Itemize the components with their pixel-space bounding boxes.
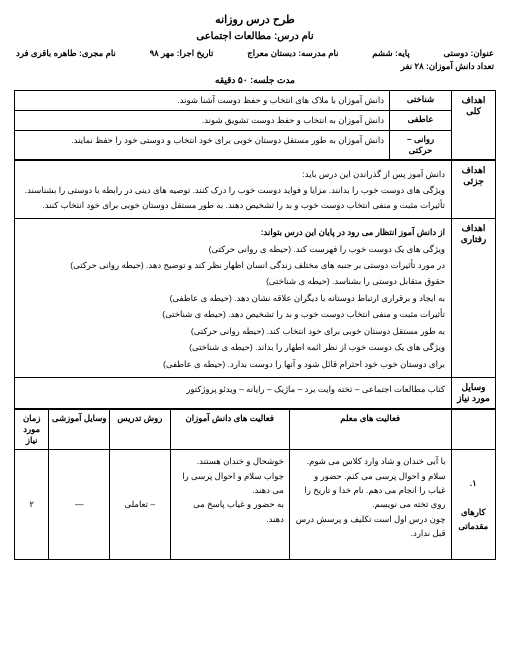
act-student-cell: خوشحال و خندان هستند. جواب سلام و احوال … [170,450,289,560]
act-student-0: خوشحال و خندان هستند. [176,454,284,468]
act-h-materials: وسایل آموزشی [49,410,110,450]
behavioral-label: اهداف رفتاری [452,219,496,378]
hdr-date: تاریخ اجرا: مهر ۹۸ [150,48,214,59]
act-row-num: ۱. [455,476,492,490]
behavioral-content: از دانش آموز انتظار می رود در پایان این … [15,219,452,378]
act-h-time: زمان مورد نیاز [15,410,49,450]
act-student-2: به حضور و غیاب پاسخ می دهند. [176,497,284,526]
goal-text-2: دانش آموزان به طور مستقل دوستان خوبی برا… [15,130,390,159]
hdr-teacher: نام مجری: طاهره باقری فرد [16,48,116,59]
hdr-topic: عنوان: دوستی [444,48,495,59]
behavioral-item-4: تأثیرات مثبت و منفی انتخاب دوست خوب و بد… [21,307,445,321]
header-row-1: عنوان: دوستی پایه: ششم نام مدرسه: دبستان… [14,48,496,59]
hdr-students: تعداد دانش آموزان: ۲۸ نفر [401,61,494,72]
goal-text-0: دانش آموزان با ملاک های انتخاب و حفظ دوس… [15,90,390,110]
behavioral-item-3: به ایجاد و برقراری ارتباط دوستانه با دیگ… [21,291,445,305]
act-student-1: جواب سلام و احوال پرسی را می دهند. [176,469,284,498]
act-row-txt: کارهای مقدماتی [455,505,492,534]
hdr-school: نام مدرسه: دبستان معراج [247,48,338,59]
act-h-teacher: فعالیت های معلم [289,410,451,450]
act-h-method: روش تدریس [110,410,171,450]
act-row-label: ۱. کارهای مقدماتی [451,450,495,560]
goal-cat-1: عاطفی [390,110,452,130]
goal-text-1: دانش آموزان به انتخاب و حفظ دوست تشویق ش… [15,110,390,130]
behavioral-item-6: ویژگی های یک دوست خوب از نظر ائمه اطهار … [21,340,445,354]
act-teacher-1: سلام و احوال پرسی می کنم. حضور و غیاب را… [295,469,446,512]
behavioral-item-2: حقوق متقابل دوستی را بشناسد. (حیطه ی شنا… [21,274,445,288]
tools-text: کتاب مطالعات اجتماعی – تخته وایت برد – م… [15,378,452,409]
behavioral-item-1: در مورد تأثیرات دوستی بر جنبه های مختلف … [21,258,445,272]
goal-cat-2: روانی – حرکتی [390,130,452,159]
behavioral-item-7: برای دوستان خوب خود احترام قائل شود و آن… [21,357,445,371]
doc-title-2: نام درس: مطالعات اجتماعی [14,29,496,44]
act-teacher-0: با آبی خندان و شاد وارد کلاس می شوم. [295,454,446,468]
goals-table: اهداف کلی شناختی دانش آموزان با ملاک های… [14,90,496,160]
goal-cat-0: شناختی [390,90,452,110]
behavioral-item-5: به طور مستقل دوستان خوبی برای خود انتخاب… [21,324,445,338]
hdr-grade: پایه: ششم [372,48,409,59]
header-row-2: تعداد دانش آموزان: ۲۸ نفر [14,61,496,72]
act-blank-header [451,410,495,450]
details-table: اهداف جزئی دانش آموز پس از گذراندن این د… [14,160,496,409]
activities-table: فعالیت های معلم فعالیت های دانش آموزان ر… [14,409,496,560]
act-h-student: فعالیت های دانش آموزان [170,410,289,450]
act-method: – تعاملی [110,450,171,560]
act-teacher-2: چون درس اول است تکلیف و پرسش درس قبل ندا… [295,512,446,541]
act-teacher-cell: با آبی خندان و شاد وارد کلاس می شوم. سلا… [289,450,451,560]
tools-label: وسایل مورد نیاز [452,378,496,409]
behavioral-item-0: ویژگی های یک دوست خوب را فهرست کند. (حیط… [21,242,445,256]
partial-line-0: دانش آموز پس از گذراندن این درس باید: [21,167,445,181]
act-materials: — [49,450,110,560]
goals-main-label: اهداف کلی [452,90,496,159]
behavioral-intro: از دانش آموز انتظار می رود در پایان این … [21,225,445,239]
hdr-duration: مدت جلسه: ۵۰ دقیقه [14,75,496,86]
partial-content: دانش آموز پس از گذراندن این درس باید: وی… [15,160,452,218]
doc-title-1: طرح درس روزانه [14,12,496,29]
partial-label: اهداف جزئی [452,160,496,218]
act-time: ۲ [15,450,49,560]
partial-line-1: ویژگی های دوست خوب را بدانند. مزایا و فو… [21,183,445,212]
